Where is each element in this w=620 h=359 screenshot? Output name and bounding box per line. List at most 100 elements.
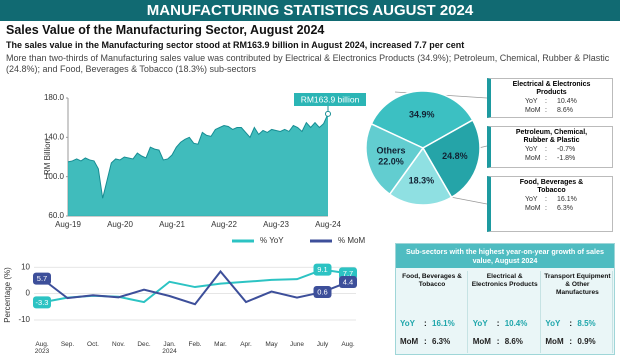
value-label-box	[313, 263, 332, 276]
cell-value: 8.5%	[577, 319, 596, 328]
y-tick-label: 100.0	[44, 172, 65, 181]
value-label: 5.7	[37, 274, 47, 283]
callout-title: Food, Beverages & Tobacco	[519, 179, 584, 194]
measure-value: 16.1%	[557, 196, 577, 203]
table-row: YoY:16.1%	[400, 319, 455, 328]
value-label: 4.4	[343, 278, 353, 287]
x-tick-label: Aug. 2023	[34, 341, 50, 355]
table-title: Sub-sectors with the highest year-on-yea…	[396, 244, 614, 268]
description: More than two-thirds of Manufacturing sa…	[6, 53, 610, 74]
y-tick-label: 180.0	[44, 93, 65, 102]
growth-table: Sub-sectors with the highest year-on-yea…	[395, 243, 615, 355]
callout-title: Electrical & Electronics Products	[512, 81, 591, 96]
slice-label: 22.0%	[378, 157, 404, 167]
pie-slice	[365, 122, 425, 196]
line	[67, 113, 329, 199]
series-line	[41, 269, 349, 306]
measure-label: YoY	[525, 98, 538, 105]
callout-row: MoM:6.3%	[525, 204, 573, 212]
x-tick-label: Sep.	[60, 341, 75, 348]
x-tick-label: Aug-19	[55, 220, 81, 229]
table-column: Transport Equipment & Other Manufactures…	[541, 271, 614, 353]
value-label-box	[339, 276, 357, 289]
callout-row: YoY: -0.7%	[525, 146, 576, 153]
x-tick-label: Dec.	[137, 341, 151, 348]
measure-value: 10.4%	[557, 98, 577, 105]
x-tick-label: Aug-20	[107, 220, 133, 229]
callout: Electrical & Electronics Products YoY:10.…	[487, 78, 613, 118]
cell-value: 16.1%	[432, 319, 455, 328]
x-tick-label: Feb.	[188, 341, 202, 348]
annotation-box	[294, 93, 366, 106]
callout: Petroleum, Chemical, Rubber & Plastic YoY…	[487, 126, 613, 168]
row-label: MoM	[400, 337, 419, 346]
row-label: MoM	[472, 337, 491, 346]
x-tick-label: May	[265, 341, 278, 348]
measure-label: YoY	[525, 146, 538, 153]
callout: Food, Beverages & Tobacco YoY:16.1% MoM:6.…	[487, 176, 613, 232]
callout-row: MoM:8.6%	[525, 106, 573, 114]
row-label: MoM	[545, 337, 564, 346]
measure-value: -1.8%	[557, 154, 576, 162]
table-row: MoM:0.9%	[545, 337, 596, 346]
x-tick-label: June	[289, 341, 305, 348]
table-row: MoM:6.3%	[400, 337, 451, 346]
cell-value: 6.3%	[432, 337, 451, 346]
callout-row: YoY:16.1%	[525, 196, 577, 203]
legend-label: % MoM	[338, 236, 365, 245]
column-header: Food, Beverages & Tobacco	[402, 273, 462, 288]
y-axis-label: Percentage (%)	[3, 267, 12, 323]
measure-label: MoM	[525, 154, 541, 162]
x-tick-label: Aug-24	[315, 220, 341, 229]
value-label: 7.7	[343, 269, 353, 278]
x-tick-label: Aug-21	[159, 220, 185, 229]
row-label: YoY	[400, 319, 415, 328]
subtitle: The sales value in the Manufacturing sec…	[6, 40, 465, 50]
table-column: Food, Beverages & Tobacco YoY:16.1% MoM:6.…	[396, 271, 468, 353]
x-tick-label: July	[316, 341, 329, 348]
measure-value: 8.6%	[557, 106, 573, 114]
value-label-box	[33, 296, 51, 309]
callout-row: YoY:10.4%	[525, 98, 577, 105]
annotation: RM163.9 billion	[301, 94, 360, 104]
x-tick-label: Jan. 2024	[162, 341, 177, 355]
legend-label: % YoY	[260, 236, 284, 245]
callout-title: Petroleum, Chemical, Rubber & Plastic	[515, 129, 588, 144]
measure-label: YoY	[525, 196, 538, 203]
x-tick-label: Nov.	[112, 341, 125, 348]
highlight-point	[325, 110, 331, 117]
pie-slice	[421, 119, 481, 199]
y-axis-label: RM Billion	[43, 139, 52, 175]
slice-label: 18.3%	[409, 175, 435, 185]
row-label: YoY	[472, 319, 488, 328]
y-tick-label: 60.0	[48, 211, 64, 220]
table-row: YoY:10.4%	[472, 319, 528, 328]
x-tick-label: Aug-23	[263, 220, 289, 229]
value-label: 0.6	[317, 288, 327, 297]
callout-row: MoM: -1.8%	[525, 154, 576, 162]
slice-name: Others	[376, 146, 405, 156]
cell-value: 8.6%	[504, 337, 523, 346]
slice-label: 24.8%	[442, 151, 468, 161]
table-row: MoM:8.6%	[472, 337, 523, 346]
x-tick-label: Aug.	[341, 341, 355, 348]
y-tick-label: 10	[21, 262, 30, 271]
row-label: YoY	[545, 319, 561, 328]
cell-value: 10.4%	[504, 319, 528, 328]
column-header: Transport Equipment & Other Manufactures	[544, 273, 611, 296]
y-tick-label: 140.0	[44, 132, 65, 141]
y-tick-label: 0	[26, 289, 31, 298]
table-row: YoY:8.5%	[545, 319, 596, 328]
header: MANUFACTURING STATISTICS AUGUST 2024	[0, 0, 620, 21]
table-column: Electrical & Electronics Products YoY:10.…	[469, 271, 541, 353]
measure-value: -0.7%	[557, 146, 576, 153]
title: Sales Value of the Manufacturing Sector,…	[6, 23, 325, 37]
x-tick-label: Aug-22	[211, 220, 237, 229]
cell-value: 0.9%	[577, 337, 596, 346]
value-label: 9.1	[317, 265, 327, 274]
measure-label: MoM	[525, 106, 541, 114]
x-tick-label: Oct.	[87, 341, 99, 348]
value-label-box	[313, 286, 332, 299]
